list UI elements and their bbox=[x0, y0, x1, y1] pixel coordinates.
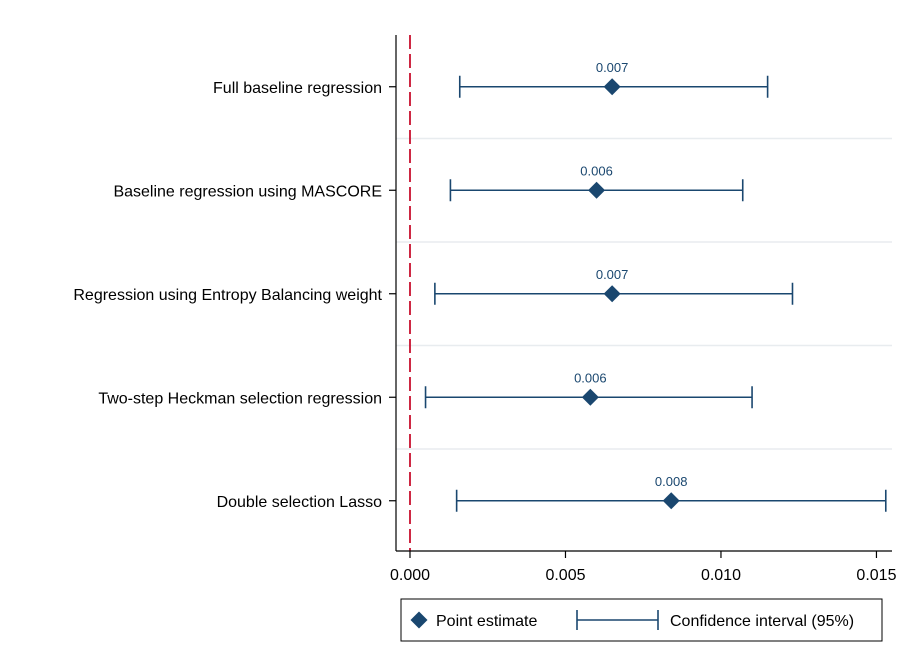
point-estimate-diamond bbox=[588, 181, 606, 199]
legend-diamond-icon bbox=[410, 611, 428, 629]
category-label: Full baseline regression bbox=[213, 80, 382, 97]
legend-ci-icon bbox=[576, 610, 659, 630]
category-label: Baseline regression using MASCORE bbox=[113, 183, 382, 200]
estimate-row: 0.006 bbox=[424, 370, 753, 409]
data-label: 0.007 bbox=[596, 267, 629, 282]
legend-entry-point-estimate: Point estimate bbox=[436, 613, 537, 630]
estimate-row: 0.007 bbox=[458, 60, 769, 98]
gridlines bbox=[396, 137, 892, 450]
data-label: 0.008 bbox=[655, 474, 688, 489]
category-label: Two-step Heckman selection regression bbox=[98, 390, 382, 407]
x-tick-label: 0.015 bbox=[856, 567, 896, 584]
x-tick-label: 0.005 bbox=[545, 567, 585, 584]
legend-entry-confidence-interval: Confidence interval (95%) bbox=[670, 613, 854, 630]
data-label: 0.006 bbox=[574, 370, 607, 385]
data-label: 0.006 bbox=[580, 163, 613, 178]
category-labels: Full baseline regression Baseline regress… bbox=[73, 80, 396, 511]
estimate-row: 0.006 bbox=[449, 163, 744, 202]
point-estimate-diamond bbox=[581, 388, 599, 406]
estimate-row: 0.007 bbox=[434, 267, 794, 305]
x-tick-label: 0.010 bbox=[701, 567, 741, 584]
point-estimate-diamond bbox=[603, 78, 621, 96]
category-label: Double selection Lasso bbox=[217, 494, 383, 511]
x-tick-label: 0.000 bbox=[390, 567, 430, 584]
point-estimate-diamond bbox=[662, 492, 680, 510]
point-estimate-diamond bbox=[603, 285, 621, 303]
category-label: Regression using Entropy Balancing weigh… bbox=[73, 287, 382, 304]
legend: Point estimate Confidence interval (95%) bbox=[400, 598, 883, 642]
estimates: 0.007 0.006 0.007 0.006 0.008 bbox=[424, 60, 887, 512]
axes: 0.000 0.005 0.010 0.015 bbox=[390, 35, 897, 584]
data-label: 0.007 bbox=[596, 60, 629, 75]
estimate-row: 0.008 bbox=[455, 474, 887, 512]
